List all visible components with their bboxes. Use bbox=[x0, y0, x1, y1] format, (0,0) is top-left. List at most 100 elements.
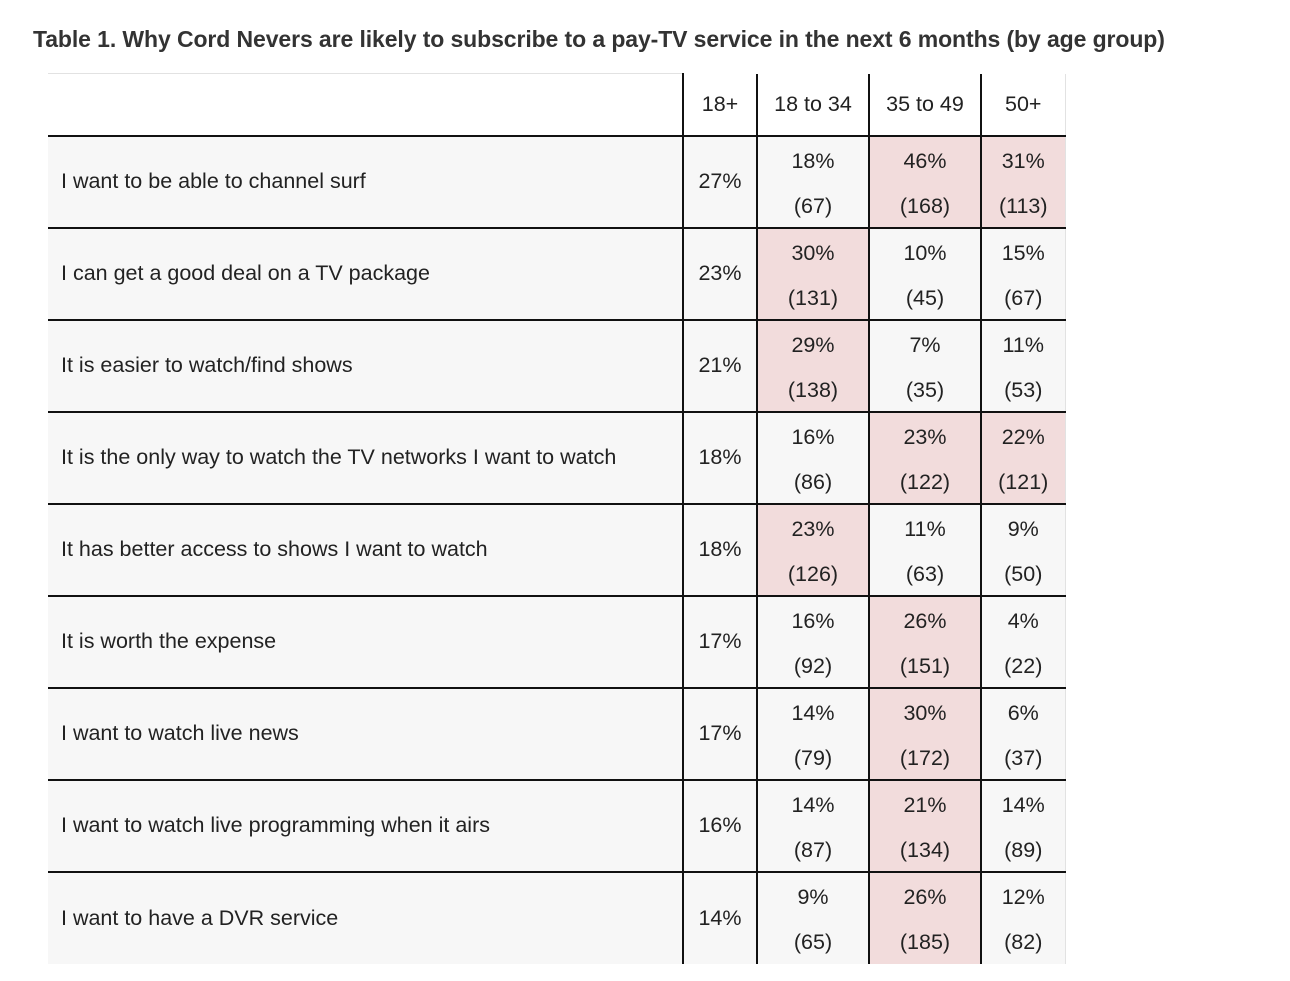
count-value: (35) bbox=[905, 377, 945, 402]
percent-value: 23% bbox=[791, 516, 835, 541]
table-row: I want to be able to channel surf 27% 18% (… bbox=[48, 135, 1066, 228]
count-value: (53) bbox=[1004, 377, 1043, 402]
column-header-50-plus: 50+ bbox=[980, 73, 1066, 137]
cell-35-to-49: 26% (151) bbox=[868, 594, 981, 688]
cell-18-plus: 27% bbox=[682, 135, 757, 228]
cell-18-plus: 18% bbox=[682, 502, 757, 596]
cell-18-plus: 16% bbox=[682, 778, 757, 872]
count-value: (134) bbox=[899, 837, 951, 862]
percent-value: 16% bbox=[791, 424, 835, 449]
percent-value: 14% bbox=[791, 792, 835, 817]
count-value: (65) bbox=[793, 929, 833, 954]
cell-18-plus: 14% bbox=[682, 870, 757, 964]
cell-18-plus: 18% bbox=[682, 410, 757, 504]
cell-18-plus: 17% bbox=[682, 686, 757, 780]
count-value: (89) bbox=[1004, 837, 1043, 862]
row-label: I want to watch live programming when it… bbox=[48, 778, 683, 872]
cell-18-to-34: 29% (138) bbox=[756, 318, 869, 412]
table-title: Table 1. Why Cord Nevers are likely to s… bbox=[33, 26, 1165, 52]
percent-value: 14% bbox=[1001, 792, 1045, 817]
percent-value: 26% bbox=[903, 608, 947, 633]
count-value: (168) bbox=[899, 193, 951, 218]
cell-18-to-34: 9% (65) bbox=[756, 870, 869, 964]
cell-50-plus: 9% (50) bbox=[980, 502, 1066, 596]
cell-18-to-34: 30% (131) bbox=[756, 226, 869, 320]
column-header-18-plus: 18+ bbox=[682, 73, 757, 137]
row-label: It is worth the expense bbox=[48, 594, 683, 688]
percent-value: 7% bbox=[909, 332, 941, 357]
cell-18-to-34: 23% (126) bbox=[756, 502, 869, 596]
percent-value: 9% bbox=[797, 884, 829, 909]
count-value: (131) bbox=[787, 285, 839, 310]
percent-value: 4% bbox=[1007, 608, 1039, 633]
percent-value: 31% bbox=[1001, 148, 1045, 173]
cell-18-plus: 17% bbox=[682, 594, 757, 688]
row-label: It is easier to watch/find shows bbox=[48, 318, 683, 412]
count-value: (87) bbox=[793, 837, 833, 862]
cell-35-to-49: 21% (134) bbox=[868, 778, 981, 872]
percent-value: 6% bbox=[1007, 700, 1039, 725]
count-value: (121) bbox=[998, 469, 1049, 494]
row-label: It is the only way to watch the TV netwo… bbox=[48, 410, 683, 504]
cell-50-plus: 11% (53) bbox=[980, 318, 1066, 412]
count-value: (185) bbox=[899, 929, 951, 954]
percent-value: 9% bbox=[1007, 516, 1039, 541]
count-value: (45) bbox=[905, 285, 945, 310]
cell-50-plus: 12% (82) bbox=[980, 870, 1066, 964]
count-value: (22) bbox=[1004, 653, 1043, 678]
header-row: 18+ 18 to 34 35 to 49 50+ bbox=[48, 73, 1066, 137]
count-value: (50) bbox=[1004, 561, 1043, 586]
count-value: (86) bbox=[793, 469, 833, 494]
row-label: It has better access to shows I want to … bbox=[48, 502, 683, 596]
percent-value: 46% bbox=[903, 148, 947, 173]
count-value: (67) bbox=[1004, 285, 1043, 310]
percent-value: 21% bbox=[903, 792, 947, 817]
cell-35-to-49: 10% (45) bbox=[868, 226, 981, 320]
data-table: 18+ 18 to 34 35 to 49 50+ I want to be a… bbox=[48, 73, 1066, 964]
cell-35-to-49: 30% (172) bbox=[868, 686, 981, 780]
count-value: (138) bbox=[787, 377, 839, 402]
percent-value: 11% bbox=[1002, 332, 1044, 357]
cell-18-plus: 23% bbox=[682, 226, 757, 320]
count-value: (79) bbox=[793, 745, 833, 770]
cell-35-to-49: 7% (35) bbox=[868, 318, 981, 412]
percent-value: 29% bbox=[791, 332, 835, 357]
cell-35-to-49: 23% (122) bbox=[868, 410, 981, 504]
table-row: I want to watch live programming when it… bbox=[48, 778, 1066, 872]
percent-value: 12% bbox=[1001, 884, 1045, 909]
percent-value: 11% bbox=[904, 516, 946, 541]
column-header-35-to-49: 35 to 49 bbox=[868, 73, 981, 137]
percent-value: 16% bbox=[791, 608, 835, 633]
cell-18-to-34: 14% (79) bbox=[756, 686, 869, 780]
cell-50-plus: 6% (37) bbox=[980, 686, 1066, 780]
count-value: (126) bbox=[787, 561, 839, 586]
column-header-18-to-34: 18 to 34 bbox=[756, 73, 869, 137]
count-value: (63) bbox=[905, 561, 945, 586]
percent-value: 26% bbox=[903, 884, 947, 909]
table-row: I want to have a DVR service 14% 9% (65) 26%… bbox=[48, 870, 1066, 964]
row-label: I can get a good deal on a TV package bbox=[48, 226, 683, 320]
percent-value: 18% bbox=[791, 148, 835, 173]
row-label: I want to watch live news bbox=[48, 686, 683, 780]
percent-value: 10% bbox=[903, 240, 947, 265]
count-value: (82) bbox=[1004, 929, 1043, 954]
percent-value: 15% bbox=[1001, 240, 1045, 265]
cell-18-to-34: 18% (67) bbox=[756, 135, 869, 228]
count-value: (67) bbox=[793, 193, 833, 218]
table-row: It is easier to watch/find shows 21% 29% (1… bbox=[48, 318, 1066, 412]
count-value: (37) bbox=[1004, 745, 1043, 770]
cell-18-to-34: 16% (86) bbox=[756, 410, 869, 504]
cell-50-plus: 31% (113) bbox=[980, 135, 1066, 228]
percent-value: 23% bbox=[903, 424, 947, 449]
count-value: (122) bbox=[899, 469, 951, 494]
cell-18-to-34: 14% (87) bbox=[756, 778, 869, 872]
table-row: I want to watch live news 17% 14% (79) 30% (1… bbox=[48, 686, 1066, 780]
cell-50-plus: 14% (89) bbox=[980, 778, 1066, 872]
cell-50-plus: 22% (121) bbox=[980, 410, 1066, 504]
column-header-label bbox=[48, 73, 683, 137]
row-label: I want to have a DVR service bbox=[48, 870, 683, 964]
table-row: I can get a good deal on a TV package 23%… bbox=[48, 226, 1066, 320]
percent-value: 30% bbox=[903, 700, 947, 725]
cell-50-plus: 4% (22) bbox=[980, 594, 1066, 688]
row-label: I want to be able to channel surf bbox=[61, 169, 366, 193]
